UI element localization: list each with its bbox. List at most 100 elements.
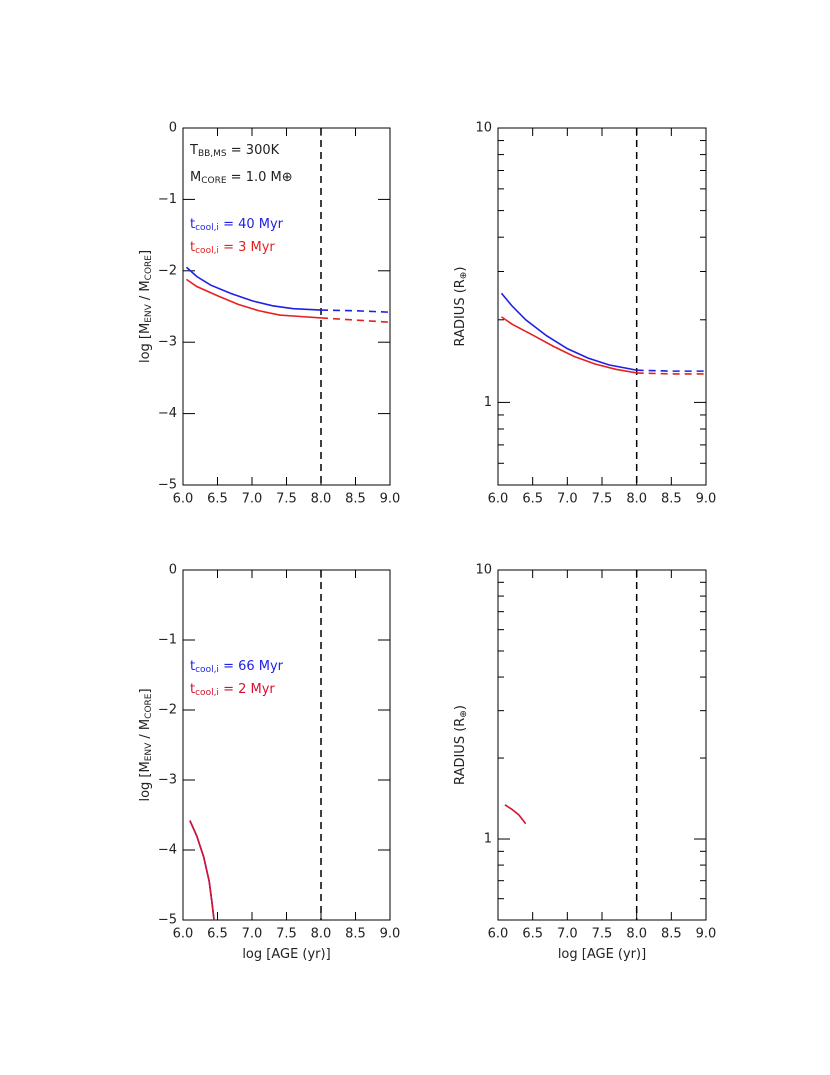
- subscript: cool,i: [195, 665, 219, 675]
- subscript: BB,MS: [198, 149, 227, 159]
- text-part: M: [190, 170, 201, 185]
- x-tick-label: 9.0: [696, 927, 717, 942]
- y-axis-label: log [MENV / MCORE]: [138, 250, 154, 363]
- text-part: ]: [138, 688, 153, 693]
- text-part: = 66 Myr: [219, 659, 284, 674]
- series-line: [500, 292, 637, 372]
- x-tick-label: 6.5: [522, 927, 543, 942]
- x-tick-label: 7.5: [276, 927, 297, 942]
- x-tick-label: 8.5: [345, 492, 366, 507]
- legend-entry: tcool,i = 40 Myr: [190, 217, 284, 233]
- y-tick-label: −1: [158, 633, 177, 648]
- y-tick-label: −2: [158, 263, 177, 278]
- y-tick-label: 1: [484, 832, 492, 847]
- x-tick-label: 8.5: [661, 492, 682, 507]
- subscript: ENV: [144, 742, 154, 761]
- text-part: / M: [138, 719, 153, 743]
- subscript: CORE: [144, 255, 154, 281]
- y-tick-label: −3: [158, 773, 177, 788]
- text-part: log [AGE (yr)]: [558, 947, 646, 962]
- series-line: [501, 316, 637, 374]
- y-tick-label: 0: [169, 563, 177, 578]
- y-tick-label: −2: [158, 703, 177, 718]
- x-tick-label: 7.5: [592, 492, 613, 507]
- plot-frame: [497, 127, 707, 486]
- text-part: ): [453, 705, 468, 710]
- y-tick-label: −1: [158, 192, 177, 207]
- subscript: cool,i: [195, 688, 219, 698]
- text-part: = 3 Myr: [219, 240, 275, 255]
- y-tick-label: −4: [158, 843, 177, 858]
- y-tick-label: −5: [158, 478, 177, 493]
- x-tick-label: 9.0: [380, 492, 401, 507]
- y-tick-label: 10: [475, 563, 492, 578]
- y-axis-label: log [MENV / MCORE]: [138, 688, 154, 801]
- x-tick-label: 7.0: [242, 492, 263, 507]
- x-tick-label: 6.5: [207, 927, 228, 942]
- x-tick-label: 6.0: [173, 927, 194, 942]
- text-part: t: [190, 682, 195, 697]
- y-tick-label: 1: [484, 395, 492, 410]
- x-tick-label: 8.0: [311, 927, 332, 942]
- y-tick-label: 0: [169, 121, 177, 136]
- x-tick-label: 6.0: [488, 927, 509, 942]
- text-part: t: [190, 240, 195, 255]
- text-part: t: [190, 659, 195, 674]
- plot-frame: [182, 569, 391, 921]
- x-axis-label: log [AGE (yr)]: [242, 947, 330, 962]
- text-part: / M: [138, 280, 153, 304]
- legend-entry: tcool,i = 66 Myr: [190, 659, 284, 675]
- x-axis-label: log [AGE (yr)]: [558, 947, 646, 962]
- text-part: T: [189, 143, 198, 158]
- annotation: TBB,MS = 300K: [189, 143, 280, 159]
- y-tick-label: 10: [475, 121, 492, 136]
- x-tick-label: 7.0: [557, 927, 578, 942]
- y-tick-label: −5: [158, 913, 177, 928]
- legend-entry: tcool,i = 3 Myr: [190, 240, 275, 256]
- x-tick-label: 8.5: [661, 927, 682, 942]
- x-tick-label: 9.0: [380, 927, 401, 942]
- x-tick-label: 6.0: [173, 492, 194, 507]
- series-line-dashed: [320, 317, 391, 324]
- x-tick-label: 6.0: [488, 492, 509, 507]
- annotation: MCORE = 1.0 M⊕: [190, 170, 293, 186]
- text-part: ): [453, 267, 468, 272]
- text-part: = 2 Myr: [219, 682, 275, 697]
- y-tick-label: −3: [158, 335, 177, 350]
- x-tick-label: 7.0: [242, 927, 263, 942]
- text-part: = 300K: [227, 143, 280, 158]
- subscript: ⊕: [459, 710, 469, 718]
- x-tick-label: 7.0: [557, 492, 578, 507]
- series-line-dashed: [320, 309, 391, 314]
- series-line-dashed: [636, 369, 706, 372]
- text-part: = 1.0 M⊕: [227, 170, 293, 185]
- subscript: ⊕: [459, 272, 469, 280]
- x-tick-label: 9.0: [696, 492, 717, 507]
- text-part: log [M: [138, 761, 153, 801]
- subscript: cool,i: [195, 223, 219, 233]
- subscript: ENV: [144, 303, 154, 322]
- x-tick-label: 6.5: [522, 492, 543, 507]
- x-tick-label: 8.5: [345, 927, 366, 942]
- x-tick-label: 6.5: [207, 492, 228, 507]
- text-part: ]: [138, 250, 153, 255]
- x-tick-label: 8.0: [626, 492, 647, 507]
- series-line: [189, 820, 215, 921]
- x-tick-label: 7.5: [276, 492, 297, 507]
- plot-frame: [497, 569, 707, 921]
- legend-entry: tcool,i = 2 Myr: [190, 682, 275, 698]
- y-axis-label: RADIUS (R⊕): [453, 267, 469, 347]
- text-part: log [AGE (yr)]: [242, 947, 330, 962]
- text-part: = 40 Myr: [219, 217, 284, 232]
- x-tick-label: 8.0: [626, 927, 647, 942]
- text-part: RADIUS (R: [453, 279, 468, 346]
- y-axis-label: RADIUS (R⊕): [453, 705, 469, 785]
- series-line: [504, 804, 527, 825]
- x-tick-label: 7.5: [592, 927, 613, 942]
- text-part: t: [190, 217, 195, 232]
- series-line: [185, 266, 322, 311]
- series-line: [189, 820, 215, 921]
- subscript: cool,i: [195, 246, 219, 256]
- series-line-dashed: [636, 372, 706, 375]
